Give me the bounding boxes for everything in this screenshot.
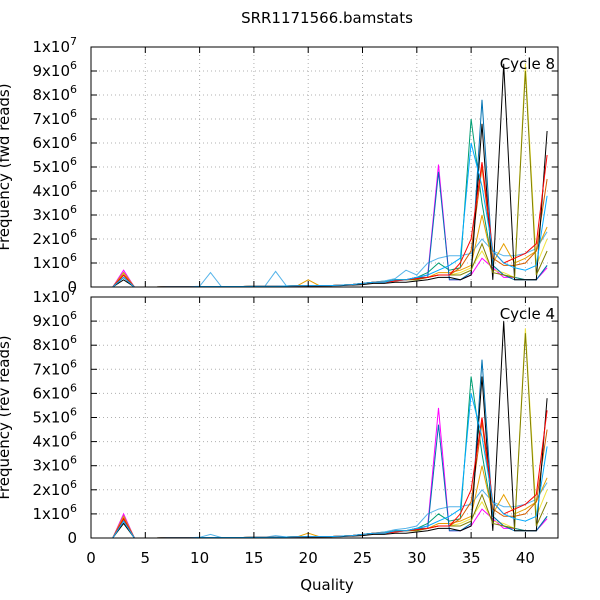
panel-2-x-tick-label: 15 (244, 549, 263, 567)
panel-2-x-tick-label: 0 (86, 549, 96, 567)
panel-2-x-tick-label: 5 (141, 549, 151, 567)
panel-1-y-tick-label: 9x106 (32, 59, 77, 80)
panel-2-x-tick-label: 20 (299, 549, 318, 567)
panel-2-y-tick-label: 1x107 (32, 285, 77, 306)
panel-1-y-tick-label: 8x106 (32, 83, 77, 104)
panel-2-y-tick-label: 9x106 (32, 309, 77, 330)
panel-2-y-tick-label: 3x106 (32, 454, 77, 475)
panel-1-series-line (112, 63, 548, 288)
panel-1-y-axis-label: Frequency (fwd reads) (0, 83, 13, 250)
panel-2-series-line (112, 422, 548, 539)
panel-1-series-line (112, 164, 548, 288)
panel-1-y-tick-label: 6x106 (32, 131, 77, 152)
panel-1-y-tick-label: 4x106 (32, 179, 77, 200)
panel-1-series-line (112, 63, 548, 288)
panel-2: 0 1x106 2x106 3x106 4x106 5x106 6x106 7x106 8x10… (0, 285, 559, 567)
panel-1-y-tick-label: 3x106 (32, 203, 77, 224)
panel-2-series-line (112, 359, 548, 539)
panel-2-y-tick-label: 2x106 (32, 478, 77, 499)
panel-2-y-tick-label: 5x106 (32, 406, 77, 427)
panel-2-series-line (112, 410, 548, 539)
panel-2-series-line (112, 321, 548, 539)
panel-1: 0 1x106 2x106 3x106 4x106 5x106 6x106 7x106 8x10… (0, 35, 559, 296)
panel-2-x-tick-label: 35 (462, 549, 481, 567)
panel-1-annotation: Cycle 8 (500, 55, 555, 73)
panel-2-y-tick-label: 6x106 (32, 381, 77, 402)
panel-2-y-tick-label: 1x106 (32, 502, 77, 523)
panel-1-y-tick-label: 1x107 (32, 35, 77, 56)
panel-1-series-line (112, 118, 548, 288)
panel-1-y-tick-label: 5x106 (32, 155, 77, 176)
panel-2-annotation: Cycle 4 (500, 305, 555, 323)
panel-1-y-tick-label: 0 (67, 278, 77, 296)
panel-2-series-line (112, 482, 548, 539)
panel-2-y-axis-label: Frequency (rev reads) (0, 335, 13, 499)
panel-1-y-tick-label: 1x106 (32, 251, 77, 272)
panel-1-series-line (112, 231, 548, 288)
panel-2-x-tick-label: 30 (407, 549, 426, 567)
panel-2-y-tick-label: 4x106 (32, 430, 77, 451)
panel-2-x-tick-label: 25 (353, 549, 372, 567)
panels: 0 1x106 2x106 3x106 4x106 5x106 6x106 7x106 8x10… (0, 35, 559, 567)
panel-1-series-line (112, 154, 548, 288)
panel-2-y-tick-label: 0 (67, 529, 77, 547)
panel-2-x-tick-label: 10 (190, 549, 209, 567)
chart-title: SRR1171566.bamstats (241, 9, 413, 27)
panel-2-series-line (112, 376, 548, 539)
panel-1-y-tick-label: 7x106 (32, 107, 77, 128)
panel-1-y-tick-label: 2x106 (32, 227, 77, 248)
panel-2-y-tick-label: 8x106 (32, 333, 77, 354)
panel-2-y-tick-label: 7x106 (32, 357, 77, 378)
x-axis-label: Quality (300, 576, 354, 594)
panel-2-x-tick-label: 40 (516, 549, 535, 567)
panel-2-series-line (112, 407, 548, 539)
